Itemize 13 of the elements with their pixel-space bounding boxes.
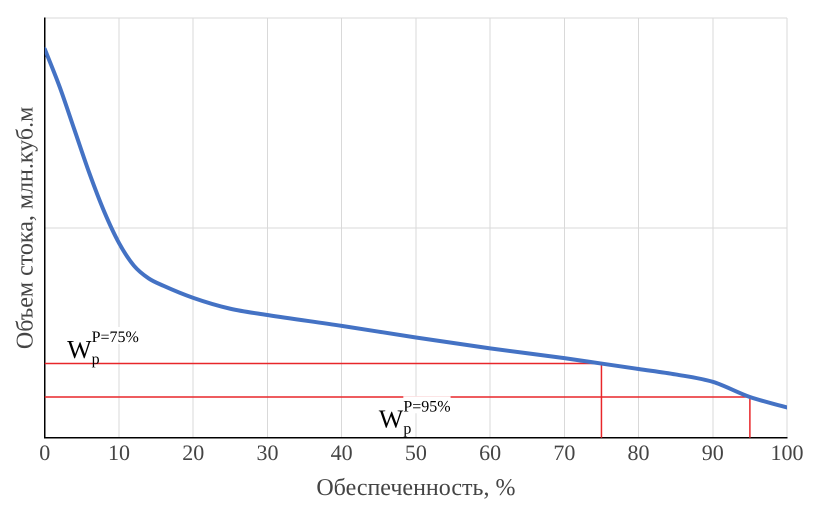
y-axis-title: Объем стока, млн.куб.м: [12, 106, 39, 350]
x-tick-label: 10: [108, 440, 130, 465]
x-tick-label: 80: [628, 440, 650, 465]
x-tick-label: 30: [256, 440, 278, 465]
x-axis-title: Обеспеченность, %: [316, 474, 516, 501]
x-tick-label: 0: [39, 440, 50, 465]
x-tick-label: 40: [330, 440, 353, 465]
x-tick-label: 100: [770, 440, 804, 465]
x-tick-label: 60: [479, 440, 502, 465]
x-tick-label: 20: [182, 440, 204, 465]
x-tick-label: 70: [553, 440, 576, 465]
x-tick-label: 90: [702, 440, 724, 465]
x-tick-label: 50: [404, 440, 427, 465]
